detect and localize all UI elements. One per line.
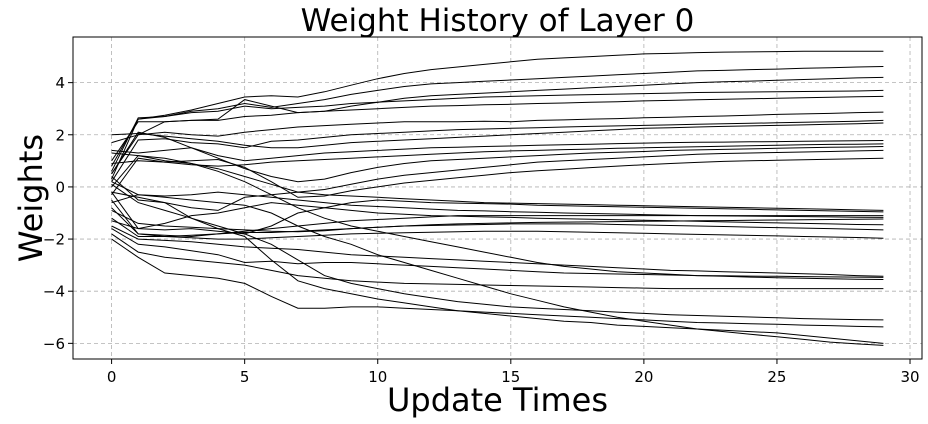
- series-line-27: [111, 194, 884, 346]
- series-line-20: [111, 228, 884, 278]
- series-line-28: [111, 209, 884, 233]
- series-line-19: [111, 225, 884, 277]
- y-tick-label: −2: [43, 231, 65, 249]
- y-axis-title: Weights: [12, 134, 50, 262]
- series-line-18: [111, 207, 884, 240]
- x-tick-label: 15: [501, 368, 520, 386]
- series-line-26: [111, 152, 884, 280]
- x-axis-title: Update Times: [387, 381, 608, 419]
- series-line-0: [111, 50, 884, 180]
- series-line-23: [111, 238, 884, 328]
- x-tick-label: 5: [240, 368, 250, 386]
- x-tick-label: 30: [900, 368, 919, 386]
- series-line-17: [111, 217, 884, 237]
- y-tick-label: 2: [55, 126, 65, 144]
- series-line-1: [111, 66, 884, 172]
- series-line-7: [111, 122, 884, 149]
- series-line-13: [111, 176, 884, 211]
- series-line-5: [111, 111, 884, 175]
- series-line-16: [111, 199, 884, 238]
- plot-frame: [72, 36, 923, 360]
- series-line-24: [111, 220, 884, 321]
- grid: [73, 37, 922, 359]
- series-line-21: [111, 233, 884, 290]
- series-line-8: [111, 140, 884, 162]
- series-line-2: [111, 76, 884, 144]
- series-line-11: [111, 149, 884, 193]
- x-tick-label: 10: [368, 368, 387, 386]
- chart-title: Weight History of Layer 0: [301, 3, 695, 39]
- series-line-9: [111, 143, 884, 167]
- series-line-25: [111, 183, 884, 235]
- x-tick-label: 25: [767, 368, 786, 386]
- series-line-15: [111, 191, 884, 230]
- y-tick-label: 0: [55, 178, 65, 196]
- series-line-10: [111, 131, 884, 183]
- y-tick-label: 4: [55, 74, 65, 92]
- series-line-3: [111, 89, 884, 167]
- series-line-6: [111, 119, 884, 182]
- series-line-12: [111, 157, 884, 198]
- y-tick-label: −6: [43, 335, 65, 353]
- series-lines: [111, 50, 884, 346]
- x-tick-label: 20: [634, 368, 653, 386]
- y-tick-label: −4: [43, 283, 65, 301]
- x-tick-label: 0: [107, 368, 117, 386]
- series-line-4: [111, 95, 884, 162]
- series-line-22: [111, 191, 884, 344]
- series-line-14: [111, 181, 884, 218]
- axis-ticks: 0 5 10 15 20 25 30 −6 −4 −2 0 2 4: [43, 74, 920, 386]
